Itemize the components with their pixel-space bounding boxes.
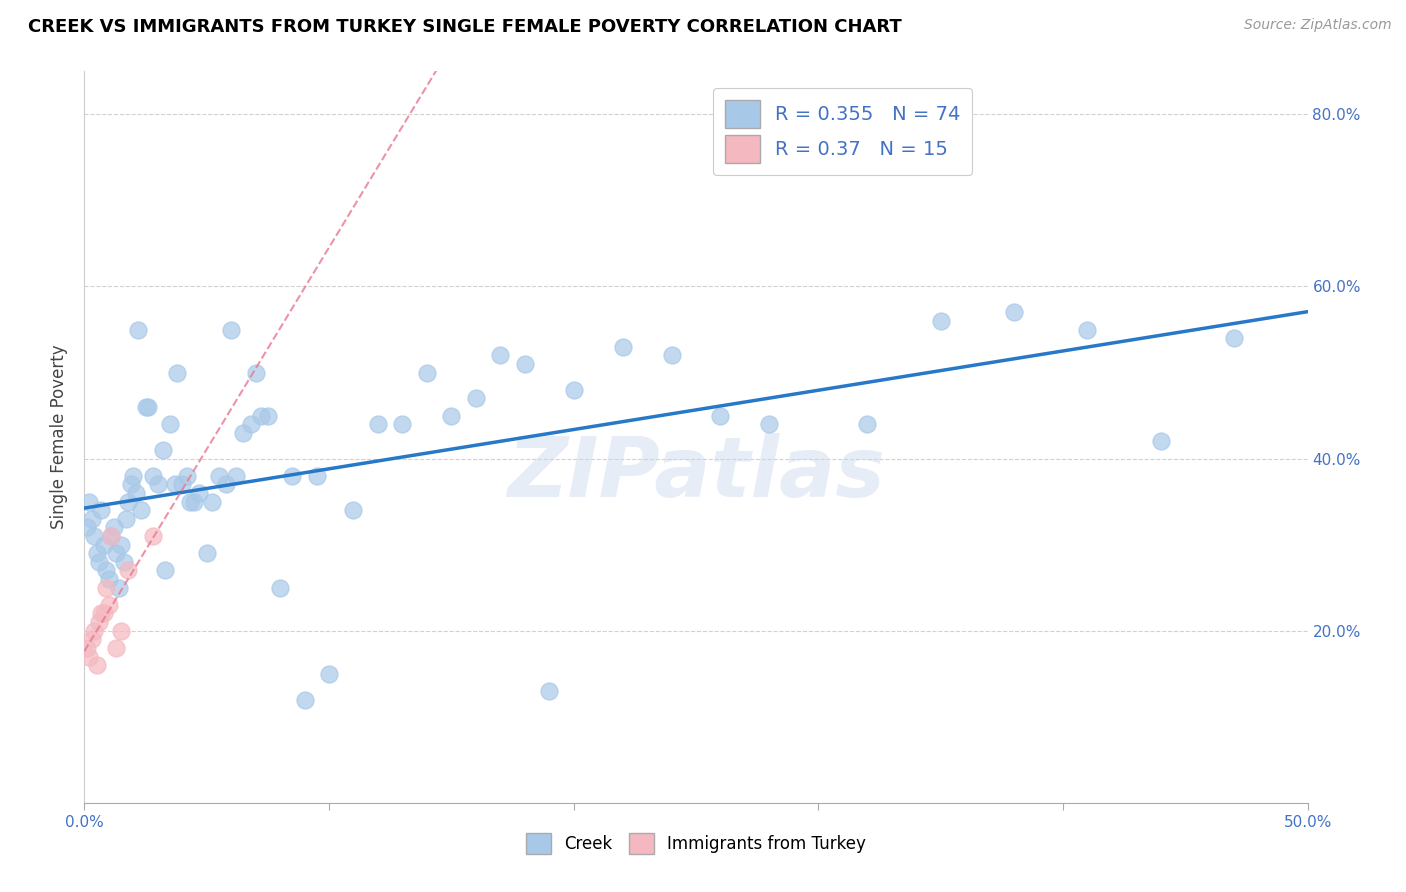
Point: [97, 598, 120, 612]
Point: [562, 383, 585, 397]
Point: [538, 684, 561, 698]
Point: [103, 520, 125, 534]
Point: [107, 581, 129, 595]
Point: [115, 512, 138, 526]
Point: [117, 564, 139, 578]
Point: [709, 409, 731, 423]
Point: [1150, 434, 1173, 449]
Point: [93, 607, 115, 621]
Point: [83, 624, 105, 638]
Point: [97, 572, 120, 586]
Point: [225, 468, 247, 483]
Point: [100, 529, 122, 543]
Point: [152, 442, 174, 457]
Point: [367, 417, 389, 432]
Point: [219, 322, 242, 336]
Point: [77, 494, 100, 508]
Point: [129, 503, 152, 517]
Point: [76, 640, 98, 655]
Point: [188, 486, 211, 500]
Point: [1223, 331, 1246, 345]
Point: [83, 529, 105, 543]
Point: [100, 529, 122, 543]
Point: [929, 314, 952, 328]
Point: [77, 649, 100, 664]
Point: [110, 624, 132, 638]
Point: [122, 468, 145, 483]
Point: [159, 417, 181, 432]
Point: [105, 546, 128, 560]
Point: [135, 400, 157, 414]
Point: [758, 417, 780, 432]
Point: [86, 658, 108, 673]
Point: [80, 632, 103, 647]
Point: [142, 529, 165, 543]
Point: [142, 468, 165, 483]
Point: [120, 477, 142, 491]
Text: Source: ZipAtlas.com: Source: ZipAtlas.com: [1244, 18, 1392, 32]
Point: [239, 417, 262, 432]
Y-axis label: Single Female Poverty: Single Female Poverty: [51, 345, 69, 529]
Point: [166, 366, 188, 380]
Point: [86, 546, 108, 560]
Legend: Creek, Immigrants from Turkey: Creek, Immigrants from Turkey: [519, 827, 873, 860]
Point: [305, 468, 328, 483]
Point: [249, 409, 271, 423]
Point: [172, 477, 194, 491]
Point: [294, 692, 316, 706]
Point: [136, 400, 159, 414]
Point: [215, 477, 238, 491]
Point: [90, 607, 112, 621]
Point: [856, 417, 879, 432]
Point: [208, 468, 231, 483]
Point: [153, 564, 176, 578]
Point: [1002, 305, 1025, 319]
Point: [96, 564, 118, 578]
Point: [391, 417, 413, 432]
Text: ZIPatlas: ZIPatlas: [508, 434, 884, 514]
Point: [183, 494, 205, 508]
Point: [318, 666, 340, 681]
Point: [96, 581, 118, 595]
Point: [489, 348, 512, 362]
Point: [90, 503, 112, 517]
Point: [87, 615, 110, 629]
Point: [80, 512, 103, 526]
Point: [257, 409, 280, 423]
Point: [110, 538, 132, 552]
Point: [661, 348, 683, 362]
Text: CREEK VS IMMIGRANTS FROM TURKEY SINGLE FEMALE POVERTY CORRELATION CHART: CREEK VS IMMIGRANTS FROM TURKEY SINGLE F…: [28, 18, 901, 36]
Point: [146, 477, 169, 491]
Point: [105, 640, 128, 655]
Point: [93, 538, 115, 552]
Point: [342, 503, 364, 517]
Point: [176, 468, 198, 483]
Point: [112, 555, 135, 569]
Point: [232, 425, 254, 440]
Point: [76, 520, 98, 534]
Point: [513, 357, 536, 371]
Point: [200, 494, 222, 508]
Point: [87, 555, 110, 569]
Point: [163, 477, 186, 491]
Point: [281, 468, 304, 483]
Point: [179, 494, 201, 508]
Point: [245, 366, 267, 380]
Point: [612, 340, 634, 354]
Point: [117, 494, 139, 508]
Point: [440, 409, 463, 423]
Point: [127, 322, 149, 336]
Point: [195, 546, 218, 560]
Point: [416, 366, 439, 380]
Point: [269, 581, 291, 595]
Point: [125, 486, 148, 500]
Point: [1076, 322, 1098, 336]
Point: [464, 392, 486, 406]
